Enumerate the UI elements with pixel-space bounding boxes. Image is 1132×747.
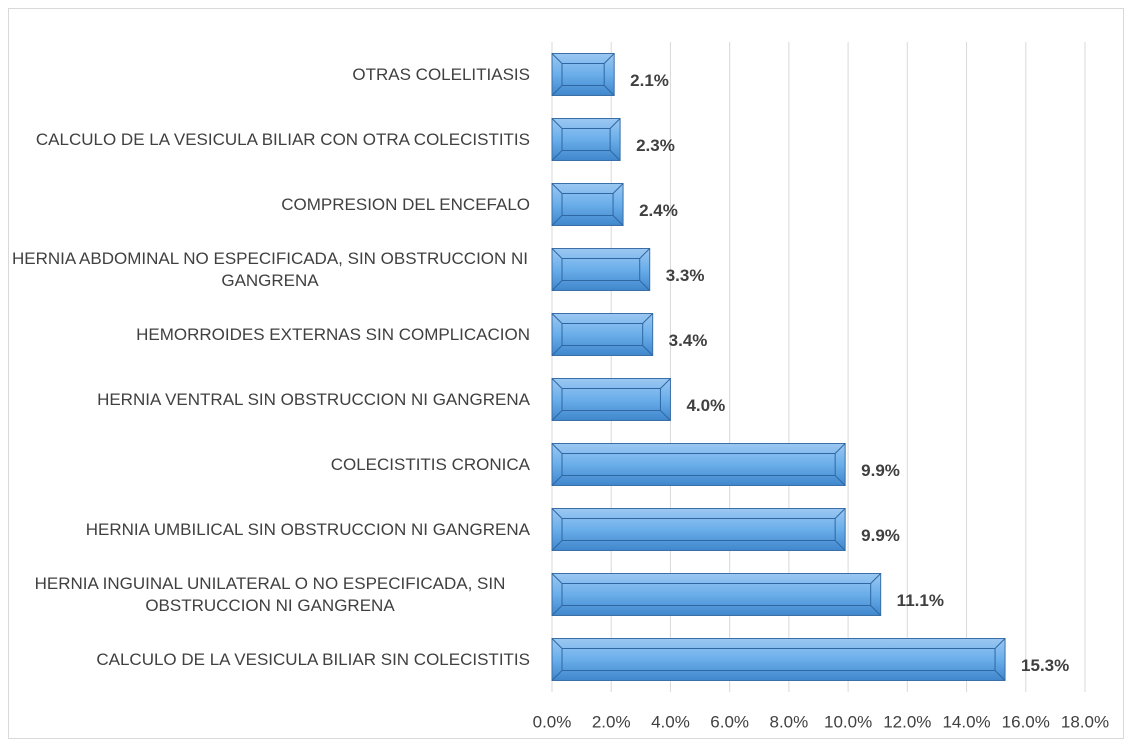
y-tick-label: HERNIA UMBILICAL SIN OBSTRUCCION NI GANG… <box>10 500 530 560</box>
x-tick-label: 14.0% <box>942 712 990 731</box>
y-tick-label: HERNIA VENTRAL SIN OBSTRUCCION NI GANGRE… <box>10 370 530 430</box>
x-tick-label: 2.0% <box>592 712 631 731</box>
value-label: 4.0% <box>686 396 725 415</box>
y-tick-label: HEMORROIDES EXTERNAS SIN COMPLICACION <box>10 305 530 365</box>
value-label: 3.4% <box>669 331 708 350</box>
value-label: 2.3% <box>636 136 675 155</box>
value-label: 3.3% <box>666 266 705 285</box>
chart-border <box>8 8 1124 739</box>
y-tick-label: HERNIA ABDOMINAL NO ESPECIFICADA, SIN OB… <box>10 240 530 300</box>
y-tick-label: HERNIA INGUINAL UNILATERAL O NO ESPECIFI… <box>10 565 530 625</box>
value-label: 9.9% <box>861 526 900 545</box>
value-label: 15.3% <box>1021 656 1069 675</box>
bar <box>551 638 1006 681</box>
bar <box>551 378 671 421</box>
y-tick-label: CALCULO DE LA VESICULA BILIAR CON OTRA C… <box>10 110 530 170</box>
x-tick-label: 0.0% <box>533 712 572 731</box>
category-text: OTRAS COLELITIASIS <box>352 64 530 84</box>
bar <box>551 573 882 616</box>
x-tick-label: 16.0% <box>1002 712 1050 731</box>
bar <box>551 248 651 291</box>
category-text: CALCULO DE LA VESICULA BILIAR CON OTRA C… <box>35 129 530 149</box>
y-tick-label: COMPRESION DEL ENCEFALO <box>10 175 530 235</box>
value-label: 2.1% <box>630 71 669 90</box>
category-text: COMPRESION DEL ENCEFALO <box>281 194 530 214</box>
value-label: 9.9% <box>861 461 900 480</box>
bar <box>551 118 621 161</box>
bar <box>551 443 846 486</box>
category-text: HERNIA VENTRAL SIN OBSTRUCCION NI GANGRE… <box>97 389 530 409</box>
category-text: CALCULO DE LA VESICULA BILIAR SIN COLECI… <box>96 649 530 669</box>
bar <box>551 53 615 96</box>
x-tick-label: 10.0% <box>824 712 872 731</box>
x-tick-label: 12.0% <box>883 712 931 731</box>
category-text: HERNIA ABDOMINAL NO ESPECIFICADA, SIN OB… <box>11 248 529 290</box>
value-label: 11.1% <box>897 591 944 610</box>
bar <box>551 183 624 226</box>
value-label: 2.4% <box>639 201 678 220</box>
x-tick-label: 6.0% <box>710 712 749 731</box>
category-text: HERNIA INGUINAL UNILATERAL O NO ESPECIFI… <box>34 573 506 615</box>
x-tick-label: 18.0% <box>1061 712 1109 731</box>
x-tick-label: 8.0% <box>770 712 809 731</box>
bar <box>551 508 846 551</box>
category-text: COLECISTITIS CRONICA <box>330 454 530 474</box>
bar <box>551 313 654 356</box>
category-text: HERNIA UMBILICAL SIN OBSTRUCCION NI GANG… <box>85 519 530 539</box>
y-tick-label: OTRAS COLELITIASIS <box>10 45 530 105</box>
x-tick-label: 4.0% <box>651 712 690 731</box>
y-tick-label: COLECISTITIS CRONICA <box>10 435 530 495</box>
y-tick-label: CALCULO DE LA VESICULA BILIAR SIN COLECI… <box>10 630 530 690</box>
category-text: HEMORROIDES EXTERNAS SIN COMPLICACION <box>136 324 530 344</box>
